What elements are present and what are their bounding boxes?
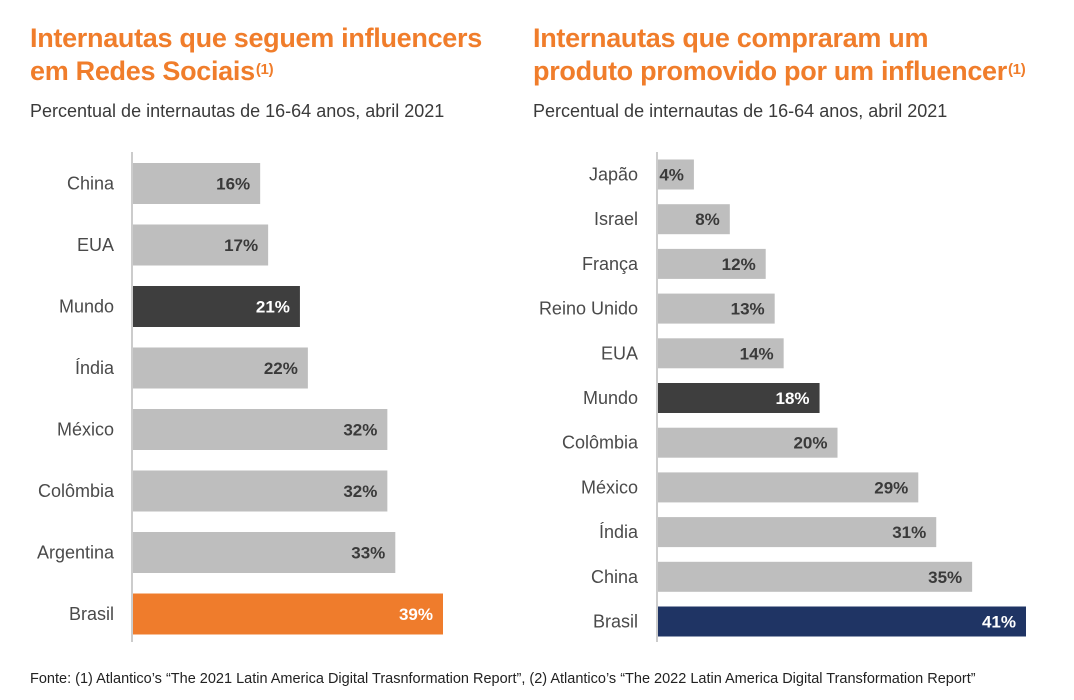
chart-right-category-label: Colômbia [562, 433, 639, 453]
chart-right-title-line1: Internautas que compraram um [533, 23, 929, 53]
chart-left-bar [133, 286, 300, 327]
chart-right-value-label: 12% [722, 255, 756, 274]
chart-right-value-label: 29% [874, 478, 908, 497]
chart-left-category-label: Brasil [69, 604, 114, 624]
chart-right-category-label: Reino Unido [539, 299, 638, 319]
chart-right-bar [658, 338, 784, 369]
source-note: Fonte: (1) Atlantico’s “The 2021 Latin A… [30, 671, 976, 687]
chart-right-category-label: Mundo [583, 388, 638, 408]
chart-left-category-label: Índia [75, 358, 115, 378]
chart-right-subtitle: Percentual de internautas de 16-64 anos,… [533, 101, 948, 121]
chart-right-category-label: Brasil [593, 612, 638, 632]
chart-right-value-label: 35% [928, 568, 962, 587]
chart-right-value-label: 8% [695, 210, 720, 229]
chart-right-category-label: EUA [601, 343, 638, 363]
chart-right-bar [658, 427, 838, 458]
chart-left-title: Internautas que seguem influencers em Re… [30, 22, 482, 88]
chart-left-value-label: 21% [256, 298, 290, 317]
chart-right-bar [658, 248, 766, 279]
chart-left: Internautas que seguem influencers em Re… [0, 0, 520, 660]
chart-left-category-label: Argentina [37, 543, 115, 563]
chart-left-title-note: (1) [255, 61, 274, 78]
chart-left-category-label: EUA [77, 235, 114, 255]
chart-right-category-label: México [581, 477, 638, 497]
chart-left-category-label: Mundo [59, 297, 114, 317]
chart-right-value-label: 31% [892, 523, 926, 542]
chart-right-bar [658, 383, 820, 413]
chart-left-bar [133, 163, 261, 204]
chart-right-plot: Japão 4% Israel 8% França 12% Reino Unido 13% EU… [539, 152, 1026, 642]
chart-right-category-label: Israel [594, 209, 638, 229]
chart-right-category-label: China [591, 567, 639, 587]
chart-left-value-label: 32% [343, 421, 377, 440]
chart-left-category-label: México [57, 420, 114, 440]
chart-left-value-label: 16% [216, 175, 250, 194]
chart-left-category-label: China [67, 174, 115, 194]
chart-left-value-label: 17% [224, 236, 258, 255]
chart-right-bar [658, 472, 919, 503]
chart-right-category-label: França [582, 254, 639, 274]
chart-left-bar [133, 409, 388, 450]
chart-right-value-label: 41% [982, 613, 1016, 632]
chart-left-category-label: Colômbia [38, 481, 115, 501]
chart-left-value-label: 39% [399, 605, 433, 624]
chart-right-bar [658, 517, 937, 548]
chart-right-bar [658, 561, 973, 592]
chart-left-subtitle: Percentual de internautas de 16-64 anos,… [30, 101, 445, 121]
chart-right-bar [658, 204, 730, 235]
chart-left-bar [133, 532, 396, 573]
chart-left-value-label: 22% [264, 359, 298, 378]
chart-right-bar [658, 293, 775, 324]
chart-right: Internautas que compraram um produto pro… [520, 0, 1074, 660]
chart-right-title-line2: produto promovido por um influencer [533, 56, 1007, 86]
chart-right-title: Internautas que compraram um produto pro… [533, 22, 1026, 88]
chart-right-value-label: 20% [793, 434, 827, 453]
chart-right-value-label: 4% [659, 166, 684, 185]
chart-left-value-label: 32% [343, 482, 377, 501]
chart-right-value-label: 13% [731, 300, 765, 319]
chart-left-title-line1: Internautas que seguem influencers [30, 23, 482, 53]
chart-left-bar [133, 470, 388, 512]
chart-left-bar [133, 224, 269, 266]
chart-right-category-label: Índia [599, 522, 639, 542]
chart-right-bar [658, 159, 694, 190]
chart-right-value-label: 14% [740, 344, 774, 363]
chart-right-title-note: (1) [1007, 61, 1026, 78]
chart-left-value-label: 33% [351, 544, 385, 563]
chart-left-bar [133, 593, 443, 635]
chart-left-title-line2: em Redes Sociais [30, 56, 255, 86]
chart-right-bar [658, 606, 1026, 637]
chart-right-value-label: 18% [776, 389, 810, 408]
chart-right-category-label: Japão [589, 165, 638, 185]
chart-left-plot: China 16% EUA 17% Mundo 21% Índia 22% México 32% C… [37, 152, 443, 642]
chart-left-bar [133, 347, 308, 389]
